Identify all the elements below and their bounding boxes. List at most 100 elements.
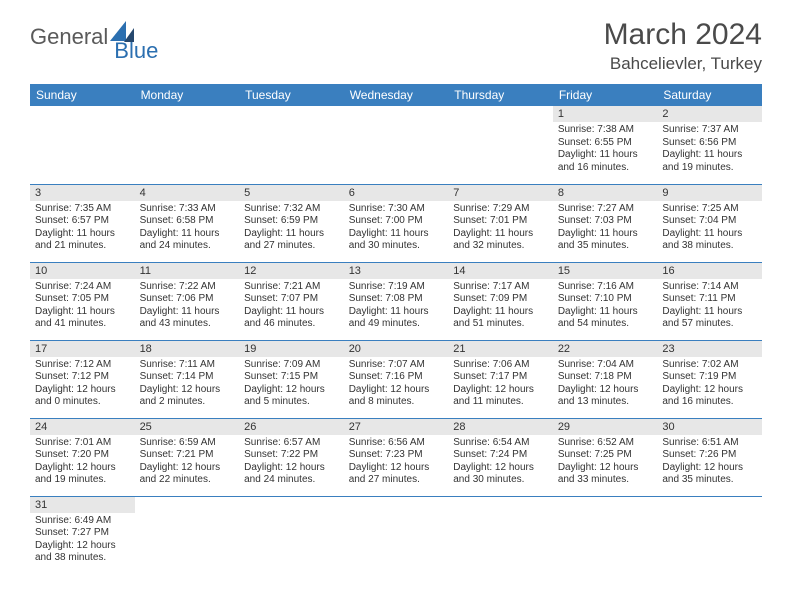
day-number (448, 106, 553, 122)
day-details: Sunrise: 7:24 AMSunset: 7:05 PMDaylight:… (30, 279, 135, 334)
calendar-day-cell: 7Sunrise: 7:29 AMSunset: 7:01 PMDaylight… (448, 184, 553, 262)
daylight-text: Daylight: 11 hours and 51 minutes. (453, 306, 548, 331)
weekday-header: Friday (553, 84, 658, 106)
calendar-day-cell: 2Sunrise: 7:37 AMSunset: 6:56 PMDaylight… (657, 106, 762, 184)
day-number: 3 (30, 185, 135, 201)
sunrise-text: Sunrise: 7:09 AM (244, 359, 339, 372)
calendar-day-cell (657, 496, 762, 574)
day-number: 18 (135, 341, 240, 357)
calendar-day-cell: 26Sunrise: 6:57 AMSunset: 7:22 PMDayligh… (239, 418, 344, 496)
sunrise-text: Sunrise: 6:57 AM (244, 437, 339, 450)
sunrise-text: Sunrise: 7:33 AM (140, 203, 235, 216)
calendar-day-cell: 13Sunrise: 7:19 AMSunset: 7:08 PMDayligh… (344, 262, 449, 340)
sunrise-text: Sunrise: 6:51 AM (662, 437, 757, 450)
sunrise-text: Sunrise: 7:30 AM (349, 203, 444, 216)
calendar-day-cell: 5Sunrise: 7:32 AMSunset: 6:59 PMDaylight… (239, 184, 344, 262)
day-details: Sunrise: 6:51 AMSunset: 7:26 PMDaylight:… (657, 435, 762, 490)
sunrise-text: Sunrise: 7:02 AM (662, 359, 757, 372)
calendar-day-cell (239, 496, 344, 574)
location-label: Bahcelievler, Turkey (604, 54, 762, 74)
day-details: Sunrise: 7:37 AMSunset: 6:56 PMDaylight:… (657, 122, 762, 177)
daylight-text: Daylight: 11 hours and 30 minutes. (349, 228, 444, 253)
sunset-text: Sunset: 7:20 PM (35, 449, 130, 462)
calendar-day-cell: 12Sunrise: 7:21 AMSunset: 7:07 PMDayligh… (239, 262, 344, 340)
weekday-header-row: Sunday Monday Tuesday Wednesday Thursday… (30, 84, 762, 106)
calendar-day-cell: 25Sunrise: 6:59 AMSunset: 7:21 PMDayligh… (135, 418, 240, 496)
sunset-text: Sunset: 7:15 PM (244, 371, 339, 384)
sunrise-text: Sunrise: 7:32 AM (244, 203, 339, 216)
logo-text-general: General (30, 24, 108, 50)
sunrise-text: Sunrise: 7:35 AM (35, 203, 130, 216)
day-number: 25 (135, 419, 240, 435)
day-number: 14 (448, 263, 553, 279)
daylight-text: Daylight: 12 hours and 8 minutes. (349, 384, 444, 409)
sunset-text: Sunset: 7:16 PM (349, 371, 444, 384)
day-details: Sunrise: 7:30 AMSunset: 7:00 PMDaylight:… (344, 201, 449, 256)
sunrise-text: Sunrise: 7:14 AM (662, 281, 757, 294)
calendar-week-row: 17Sunrise: 7:12 AMSunset: 7:12 PMDayligh… (30, 340, 762, 418)
calendar-day-cell: 22Sunrise: 7:04 AMSunset: 7:18 PMDayligh… (553, 340, 658, 418)
day-details: Sunrise: 7:22 AMSunset: 7:06 PMDaylight:… (135, 279, 240, 334)
calendar-day-cell: 16Sunrise: 7:14 AMSunset: 7:11 PMDayligh… (657, 262, 762, 340)
sunset-text: Sunset: 7:21 PM (140, 449, 235, 462)
calendar-week-row: 1Sunrise: 7:38 AMSunset: 6:55 PMDaylight… (30, 106, 762, 184)
month-title: March 2024 (604, 18, 762, 52)
sunrise-text: Sunrise: 7:06 AM (453, 359, 548, 372)
calendar-week-row: 10Sunrise: 7:24 AMSunset: 7:05 PMDayligh… (30, 262, 762, 340)
day-number: 31 (30, 497, 135, 513)
day-number: 26 (239, 419, 344, 435)
weekday-header: Thursday (448, 84, 553, 106)
sunrise-text: Sunrise: 7:04 AM (558, 359, 653, 372)
day-details: Sunrise: 7:17 AMSunset: 7:09 PMDaylight:… (448, 279, 553, 334)
day-details: Sunrise: 7:06 AMSunset: 7:17 PMDaylight:… (448, 357, 553, 412)
day-details: Sunrise: 7:32 AMSunset: 6:59 PMDaylight:… (239, 201, 344, 256)
day-details: Sunrise: 7:21 AMSunset: 7:07 PMDaylight:… (239, 279, 344, 334)
day-number (448, 497, 553, 513)
calendar-day-cell: 3Sunrise: 7:35 AMSunset: 6:57 PMDaylight… (30, 184, 135, 262)
sunrise-text: Sunrise: 7:17 AM (453, 281, 548, 294)
daylight-text: Daylight: 12 hours and 38 minutes. (35, 540, 130, 565)
day-details: Sunrise: 7:27 AMSunset: 7:03 PMDaylight:… (553, 201, 658, 256)
day-number: 12 (239, 263, 344, 279)
day-number (135, 497, 240, 513)
calendar-day-cell: 29Sunrise: 6:52 AMSunset: 7:25 PMDayligh… (553, 418, 658, 496)
calendar-day-cell: 1Sunrise: 7:38 AMSunset: 6:55 PMDaylight… (553, 106, 658, 184)
day-number: 10 (30, 263, 135, 279)
day-details: Sunrise: 6:52 AMSunset: 7:25 PMDaylight:… (553, 435, 658, 490)
day-number: 30 (657, 419, 762, 435)
calendar-day-cell: 19Sunrise: 7:09 AMSunset: 7:15 PMDayligh… (239, 340, 344, 418)
day-number: 28 (448, 419, 553, 435)
weekday-header: Wednesday (344, 84, 449, 106)
weekday-header: Sunday (30, 84, 135, 106)
sunset-text: Sunset: 7:24 PM (453, 449, 548, 462)
sunrise-text: Sunrise: 6:52 AM (558, 437, 653, 450)
day-details: Sunrise: 7:35 AMSunset: 6:57 PMDaylight:… (30, 201, 135, 256)
sunset-text: Sunset: 7:22 PM (244, 449, 339, 462)
daylight-text: Daylight: 12 hours and 11 minutes. (453, 384, 548, 409)
daylight-text: Daylight: 12 hours and 16 minutes. (662, 384, 757, 409)
calendar-table: Sunday Monday Tuesday Wednesday Thursday… (30, 84, 762, 574)
sunset-text: Sunset: 7:01 PM (453, 215, 548, 228)
sunset-text: Sunset: 7:17 PM (453, 371, 548, 384)
sunrise-text: Sunrise: 7:37 AM (662, 124, 757, 137)
day-number (239, 497, 344, 513)
daylight-text: Daylight: 11 hours and 16 minutes. (558, 149, 653, 174)
sunset-text: Sunset: 6:55 PM (558, 137, 653, 150)
calendar-day-cell (239, 106, 344, 184)
day-number: 1 (553, 106, 658, 122)
daylight-text: Daylight: 12 hours and 5 minutes. (244, 384, 339, 409)
calendar-day-cell (344, 106, 449, 184)
day-number: 5 (239, 185, 344, 201)
daylight-text: Daylight: 11 hours and 43 minutes. (140, 306, 235, 331)
day-number (135, 106, 240, 122)
sunset-text: Sunset: 6:56 PM (662, 137, 757, 150)
daylight-text: Daylight: 12 hours and 13 minutes. (558, 384, 653, 409)
sunrise-text: Sunrise: 7:25 AM (662, 203, 757, 216)
daylight-text: Daylight: 12 hours and 35 minutes. (662, 462, 757, 487)
day-details: Sunrise: 7:16 AMSunset: 7:10 PMDaylight:… (553, 279, 658, 334)
day-details: Sunrise: 7:38 AMSunset: 6:55 PMDaylight:… (553, 122, 658, 177)
calendar-day-cell (30, 106, 135, 184)
day-number: 24 (30, 419, 135, 435)
calendar-day-cell: 30Sunrise: 6:51 AMSunset: 7:26 PMDayligh… (657, 418, 762, 496)
sunrise-text: Sunrise: 7:12 AM (35, 359, 130, 372)
